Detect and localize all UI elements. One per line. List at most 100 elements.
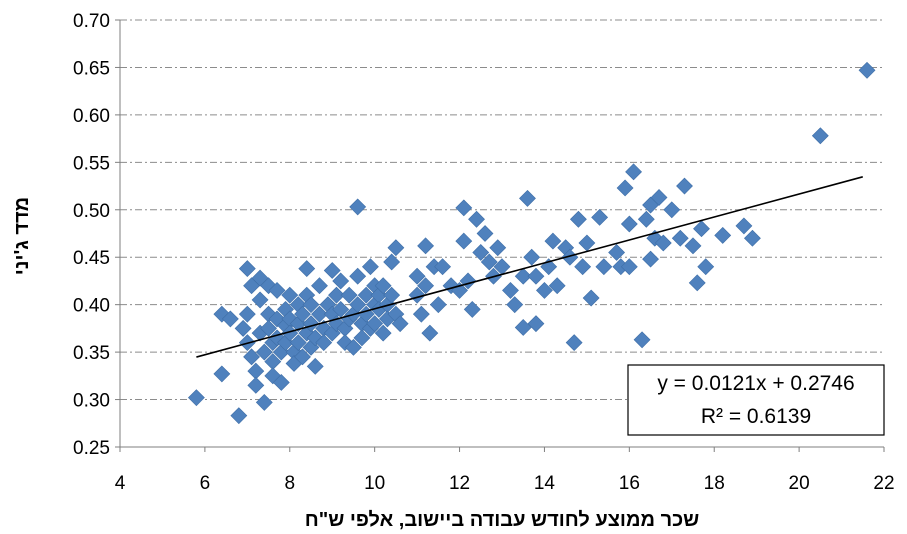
data-point <box>743 229 761 247</box>
data-point <box>523 248 541 266</box>
data-point <box>374 324 392 342</box>
trendline-layer <box>196 176 863 358</box>
data-point <box>578 234 596 252</box>
data-point <box>243 348 261 366</box>
data-point <box>676 177 693 195</box>
data-point <box>408 286 426 304</box>
y-tick-label: 0.70 <box>73 11 110 32</box>
y-tick-label: 0.45 <box>73 248 110 269</box>
data-point <box>591 208 609 226</box>
data-point <box>383 286 401 304</box>
data-point <box>489 239 507 257</box>
equation-box: y = 0.0121x + 0.2746 R² = 0.6139 <box>627 364 885 436</box>
data-point <box>260 319 277 337</box>
data-point <box>302 296 320 314</box>
data-point <box>476 225 494 242</box>
data-point <box>527 315 545 333</box>
data-point <box>349 198 367 216</box>
data-point <box>536 282 553 299</box>
y-tick-label: 0.25 <box>73 438 110 459</box>
data-point <box>311 305 328 323</box>
data-point <box>357 286 375 304</box>
data-point <box>697 258 715 276</box>
data-point <box>383 253 401 271</box>
data-point <box>349 267 367 285</box>
y-axis-label: מדד ג'יני <box>11 197 33 275</box>
y-tick-label: 0.55 <box>73 153 110 174</box>
data-point <box>519 189 536 207</box>
data-point <box>247 362 265 380</box>
data-point <box>574 258 592 276</box>
y-tick-label: 0.65 <box>73 58 110 79</box>
trendline-equation: y = 0.0121x + 0.2746 <box>657 372 854 395</box>
data-point <box>230 407 248 425</box>
x-tick-label: 10 <box>364 473 385 494</box>
data-point <box>527 267 545 285</box>
data-point <box>289 334 307 352</box>
data-point <box>336 334 354 352</box>
x-tick-label: 18 <box>704 473 725 494</box>
data-point <box>361 258 379 276</box>
data-point <box>735 217 753 235</box>
data-point <box>412 305 430 323</box>
data-point <box>294 305 311 323</box>
data-point <box>608 244 626 261</box>
data-point <box>417 237 435 255</box>
y-tick-label: 0.30 <box>73 391 110 412</box>
data-point <box>251 291 269 309</box>
x-tick-label: 6 <box>200 473 211 494</box>
data-point <box>251 269 269 287</box>
data-point <box>714 226 732 244</box>
data-point <box>463 300 481 318</box>
data-point <box>417 277 435 295</box>
data-point <box>654 234 672 252</box>
x-tick-label: 20 <box>789 473 810 494</box>
x-axis-label: שכר ממוצע לחודש עבודה ביישוב, אלפי ש"ח <box>305 509 700 531</box>
y-tick-label: 0.35 <box>73 343 110 364</box>
x-tick-label: 14 <box>534 473 556 494</box>
data-point <box>480 253 498 271</box>
data-point <box>387 239 405 257</box>
data-point <box>315 334 333 352</box>
data-point <box>616 179 634 197</box>
data-point <box>548 277 566 295</box>
data-point <box>582 289 600 307</box>
data-point <box>268 282 286 299</box>
data-point <box>311 277 328 295</box>
data-point <box>858 61 876 79</box>
data-point <box>345 338 362 356</box>
data-point <box>434 258 452 276</box>
data-point <box>663 201 681 219</box>
data-point <box>323 262 341 279</box>
data-point <box>468 210 485 228</box>
data-point <box>642 250 659 268</box>
data-point <box>811 127 829 145</box>
data-point <box>569 210 587 228</box>
y-tick-label: 0.50 <box>73 201 110 222</box>
data-point <box>544 232 562 250</box>
x-tick-label: 22 <box>873 473 894 494</box>
equation-box-border <box>627 364 885 436</box>
data-point <box>213 305 231 323</box>
data-point <box>332 272 350 290</box>
data-point <box>633 331 651 349</box>
x-tick-label: 8 <box>284 473 295 494</box>
data-point <box>455 232 473 250</box>
data-point <box>421 324 439 342</box>
data-point <box>472 244 490 261</box>
data-point <box>353 329 371 347</box>
data-point <box>514 267 532 285</box>
data-point <box>281 286 299 304</box>
data-point <box>595 258 613 276</box>
data-point <box>328 286 345 304</box>
data-point <box>650 189 668 206</box>
data-point <box>684 237 702 255</box>
data-point <box>625 163 643 181</box>
axes <box>119 20 884 448</box>
data-point <box>187 389 205 407</box>
y-tick-label: 0.40 <box>73 296 110 317</box>
r-squared-value: R² = 0.6139 <box>701 405 811 428</box>
data-point <box>506 296 524 314</box>
data-point <box>620 215 638 233</box>
